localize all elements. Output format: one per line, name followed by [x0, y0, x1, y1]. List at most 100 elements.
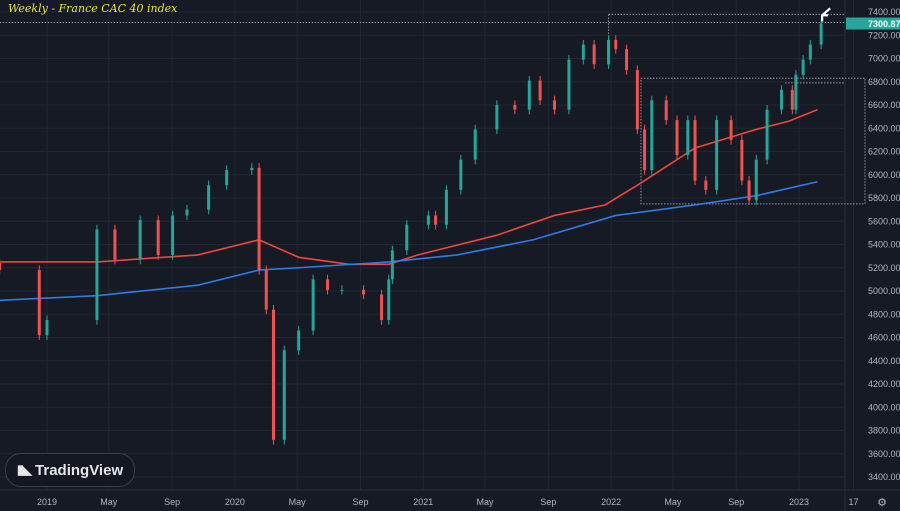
x-tick-label: 2023: [789, 497, 809, 507]
candle: [311, 274, 315, 336]
candle-body: [581, 44, 585, 60]
candle: [614, 35, 618, 54]
x-tick-label: 2020: [225, 497, 245, 507]
x-tick-label: May: [477, 497, 495, 507]
candle-body: [185, 209, 189, 216]
candle-body: [779, 89, 783, 110]
candle-body: [113, 229, 117, 260]
candle: [297, 325, 301, 355]
candle: [729, 115, 733, 145]
candle-body: [297, 330, 301, 351]
candle: [95, 224, 99, 325]
candle-body: [271, 309, 275, 440]
tradingview-logo[interactable]: ▮◣ TradingView: [5, 453, 135, 487]
candle: [513, 100, 517, 115]
candle: [664, 95, 668, 125]
candle: [808, 39, 812, 65]
candle-body: [740, 139, 744, 181]
candle-body: [459, 159, 463, 190]
candle-body: [264, 270, 268, 310]
candle-body: [282, 350, 286, 440]
candle: [635, 65, 639, 135]
y-tick-label: 5200.00: [868, 263, 900, 273]
candle-body: [390, 250, 394, 280]
candle: [765, 105, 769, 165]
candle: [0, 258, 2, 275]
candle: [138, 215, 142, 265]
y-tick-label: 6000.00: [868, 170, 900, 180]
candle-body: [527, 80, 531, 110]
x-tick-label: May: [100, 497, 118, 507]
candle: [171, 210, 175, 260]
candle: [747, 175, 751, 205]
y-tick-label: 7000.00: [868, 54, 900, 64]
candle-body: [538, 80, 542, 101]
candle-body: [171, 215, 175, 255]
candle-body: [567, 59, 571, 110]
candle-body: [362, 289, 366, 295]
y-tick-label: 6200.00: [868, 147, 900, 157]
candle: [607, 35, 611, 69]
candle: [459, 154, 463, 195]
candle-body: [592, 44, 596, 65]
range-box: [640, 77, 866, 205]
candle-body: [257, 167, 261, 271]
candle-body: [704, 180, 708, 190]
y-tick-label: 7200.00: [868, 30, 900, 40]
candle-body: [156, 220, 160, 255]
candle: [426, 210, 430, 230]
candle: [473, 124, 477, 165]
candle-body: [686, 120, 690, 155]
candle: [801, 55, 805, 80]
x-tick-label: Sep: [164, 497, 180, 507]
candle-body: [790, 89, 794, 110]
candle-body: [819, 23, 823, 45]
candle-body: [513, 105, 517, 110]
candle-body: [473, 129, 477, 160]
candle-body: [635, 70, 639, 130]
y-tick-label: 3600.00: [868, 449, 900, 459]
x-tick-label: May: [289, 497, 307, 507]
candle-body: [138, 220, 142, 260]
candle: [264, 265, 268, 315]
y-tick-label: 4600.00: [868, 333, 900, 343]
candle-body: [607, 39, 611, 65]
candle-body: [693, 120, 697, 181]
candle-body: [754, 159, 758, 201]
x-tick-label: 2019: [37, 497, 57, 507]
candle-body: [225, 170, 229, 186]
candle-body: [625, 49, 629, 71]
candle: [405, 220, 409, 255]
candle-body: [801, 59, 805, 75]
candle-body: [664, 100, 668, 121]
candle: [686, 115, 690, 160]
candle: [207, 180, 211, 215]
x-tick-label: May: [664, 497, 682, 507]
moving-average-red: [0, 108, 818, 266]
candle: [271, 304, 275, 445]
candle-body: [326, 279, 330, 290]
candle: [538, 75, 542, 105]
y-tick-label: 6400.00: [868, 123, 900, 133]
candle: [495, 100, 499, 135]
candle-body: [207, 185, 211, 210]
candle-body: [553, 100, 557, 110]
candle-body: [380, 294, 384, 321]
candle: [715, 115, 719, 195]
candle: [434, 210, 438, 230]
candle: [250, 163, 254, 175]
candle: [779, 85, 783, 115]
settings-gear-icon[interactable]: ⚙: [877, 497, 887, 509]
y-tick-label: 3800.00: [868, 426, 900, 436]
x-tick-label: Sep: [352, 497, 368, 507]
y-tick-label: 5400.00: [868, 240, 900, 250]
candle: [675, 115, 679, 160]
candle: [185, 204, 189, 221]
candle: [819, 18, 823, 50]
y-tick-label: 5000.00: [868, 286, 900, 296]
x-tick-label: 2021: [413, 497, 433, 507]
candle: [282, 345, 286, 445]
candle-body: [747, 180, 751, 201]
